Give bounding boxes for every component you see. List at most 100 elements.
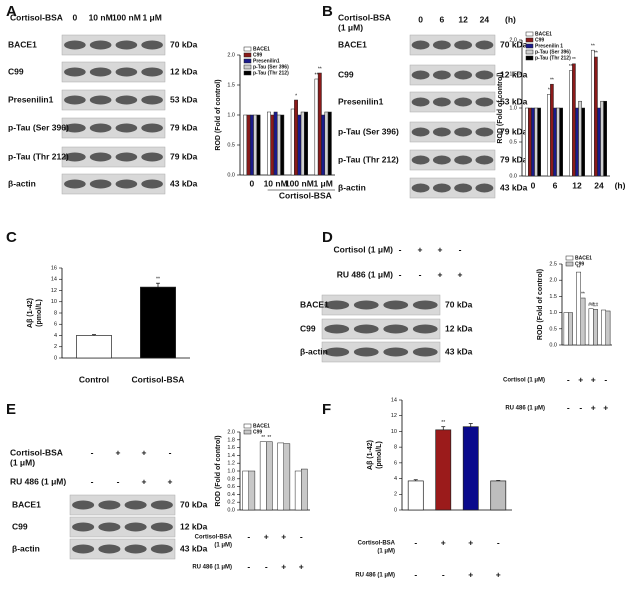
y-tick-label: 2.0 bbox=[509, 37, 517, 43]
y-tick-label: 6 bbox=[394, 460, 397, 466]
significance-marker: ** bbox=[550, 78, 554, 84]
y-tick-label: 0.5 bbox=[549, 326, 557, 332]
blot-strip bbox=[61, 117, 166, 139]
y-axis-label: ROD (Fold of control) bbox=[215, 79, 222, 150]
row-label: BACE1 bbox=[12, 499, 41, 509]
blot-band bbox=[475, 155, 494, 165]
bar bbox=[270, 114, 275, 176]
row-label: BACE1 bbox=[300, 299, 329, 309]
blot-band bbox=[89, 67, 112, 77]
bar bbox=[547, 94, 551, 177]
blot-band bbox=[141, 40, 163, 50]
blot-band bbox=[475, 127, 494, 137]
blot-band bbox=[353, 347, 379, 357]
blot-band bbox=[475, 40, 494, 50]
x-tick-label: 6 bbox=[553, 180, 558, 190]
blot-band bbox=[115, 67, 138, 77]
condition-name: (1 μM) bbox=[10, 457, 35, 467]
y-tick-label: 10 bbox=[51, 299, 57, 305]
y-tick-label: 14 bbox=[51, 277, 57, 283]
condition-name: RU 486 (1 μM) bbox=[355, 573, 395, 579]
bar bbox=[317, 72, 322, 176]
blot-strip bbox=[61, 34, 166, 56]
legend-swatch bbox=[243, 423, 252, 429]
blot-band bbox=[141, 152, 163, 162]
blot-band bbox=[383, 347, 409, 357]
y-tick-label: 1.0 bbox=[227, 112, 235, 118]
bar bbox=[553, 107, 557, 177]
condition-sign: + bbox=[468, 569, 473, 579]
lane-label: 24 bbox=[480, 14, 490, 24]
condition-name: Cortisol (1 μM) bbox=[503, 378, 545, 384]
kda-label: 12 kDa bbox=[445, 323, 473, 333]
bar bbox=[243, 114, 248, 176]
legend-swatch bbox=[565, 255, 574, 261]
bar bbox=[327, 111, 332, 176]
significance-marker: ** bbox=[261, 435, 265, 441]
legend-label: C99 bbox=[535, 37, 544, 43]
condition-name: RU 486 (1 μM) bbox=[192, 565, 232, 571]
legend-swatch bbox=[525, 43, 534, 49]
significance-marker: * bbox=[295, 93, 297, 99]
blot-band bbox=[64, 123, 86, 133]
bar bbox=[294, 470, 302, 511]
bar bbox=[283, 443, 291, 511]
condition-sign: - bbox=[169, 447, 172, 457]
condition-sign: + bbox=[281, 561, 286, 571]
kda-label: 12 kDa bbox=[180, 521, 208, 531]
condition-sign: - bbox=[567, 374, 570, 384]
blot-strip bbox=[69, 516, 176, 538]
condition-sign: - bbox=[579, 402, 582, 412]
blot-band bbox=[412, 324, 438, 334]
legend-swatch bbox=[243, 429, 252, 435]
bar bbox=[290, 108, 295, 176]
blot-band bbox=[141, 95, 163, 105]
significance-marker: ** bbox=[318, 66, 322, 72]
y-tick-label: 0.6 bbox=[227, 484, 235, 490]
legend-label: C99 bbox=[253, 52, 262, 58]
condition-sign: + bbox=[438, 244, 443, 254]
lane-label: 1 μM bbox=[142, 12, 161, 22]
significance-marker: ** bbox=[591, 44, 595, 50]
blot-strip bbox=[409, 34, 496, 56]
blot-band bbox=[432, 97, 451, 107]
condition-sign: + bbox=[603, 402, 608, 412]
y-tick-label: 4 bbox=[394, 476, 397, 482]
bar bbox=[559, 107, 563, 177]
legend-swatch bbox=[243, 70, 252, 76]
condition-sign: + bbox=[458, 269, 463, 279]
blot-band bbox=[353, 300, 379, 310]
condition-name: Cortisol-BSA bbox=[10, 447, 63, 457]
bar bbox=[301, 468, 308, 511]
condition-sign: - bbox=[117, 476, 120, 486]
blot-band bbox=[432, 155, 451, 165]
bar bbox=[597, 107, 601, 177]
row-label: BACE1 bbox=[8, 39, 37, 49]
blot-band bbox=[141, 67, 163, 77]
significance-marker: ** bbox=[581, 291, 585, 297]
bar bbox=[594, 56, 598, 177]
y-tick-label: 0.4 bbox=[227, 492, 235, 498]
legend-swatch bbox=[243, 64, 252, 70]
y-tick-label: 0.5 bbox=[509, 139, 517, 145]
kda-label: 70 kDa bbox=[180, 499, 208, 509]
y-tick-label: 12 bbox=[391, 413, 397, 419]
bar bbox=[534, 107, 538, 177]
condition-sign: - bbox=[567, 402, 570, 412]
condition-sign: + bbox=[418, 244, 423, 254]
y-tick-label: 1.5 bbox=[549, 294, 557, 300]
lane-label: 0 bbox=[73, 12, 78, 22]
condition-sign: - bbox=[497, 537, 500, 547]
bar bbox=[537, 107, 541, 177]
condition-name: Cortisol (1 μM) bbox=[333, 244, 393, 254]
condition-name: (1 μM) bbox=[377, 549, 395, 555]
blot-strip bbox=[61, 61, 166, 83]
bar bbox=[580, 297, 586, 346]
legend-swatch bbox=[243, 46, 252, 52]
row-label: Presenilin1 bbox=[338, 96, 384, 106]
condition-name: Cortisol-BSA bbox=[358, 541, 396, 547]
lane-label: 6 bbox=[440, 14, 445, 24]
blot-band bbox=[98, 522, 121, 532]
blot-band bbox=[115, 152, 138, 162]
bar bbox=[601, 309, 606, 346]
